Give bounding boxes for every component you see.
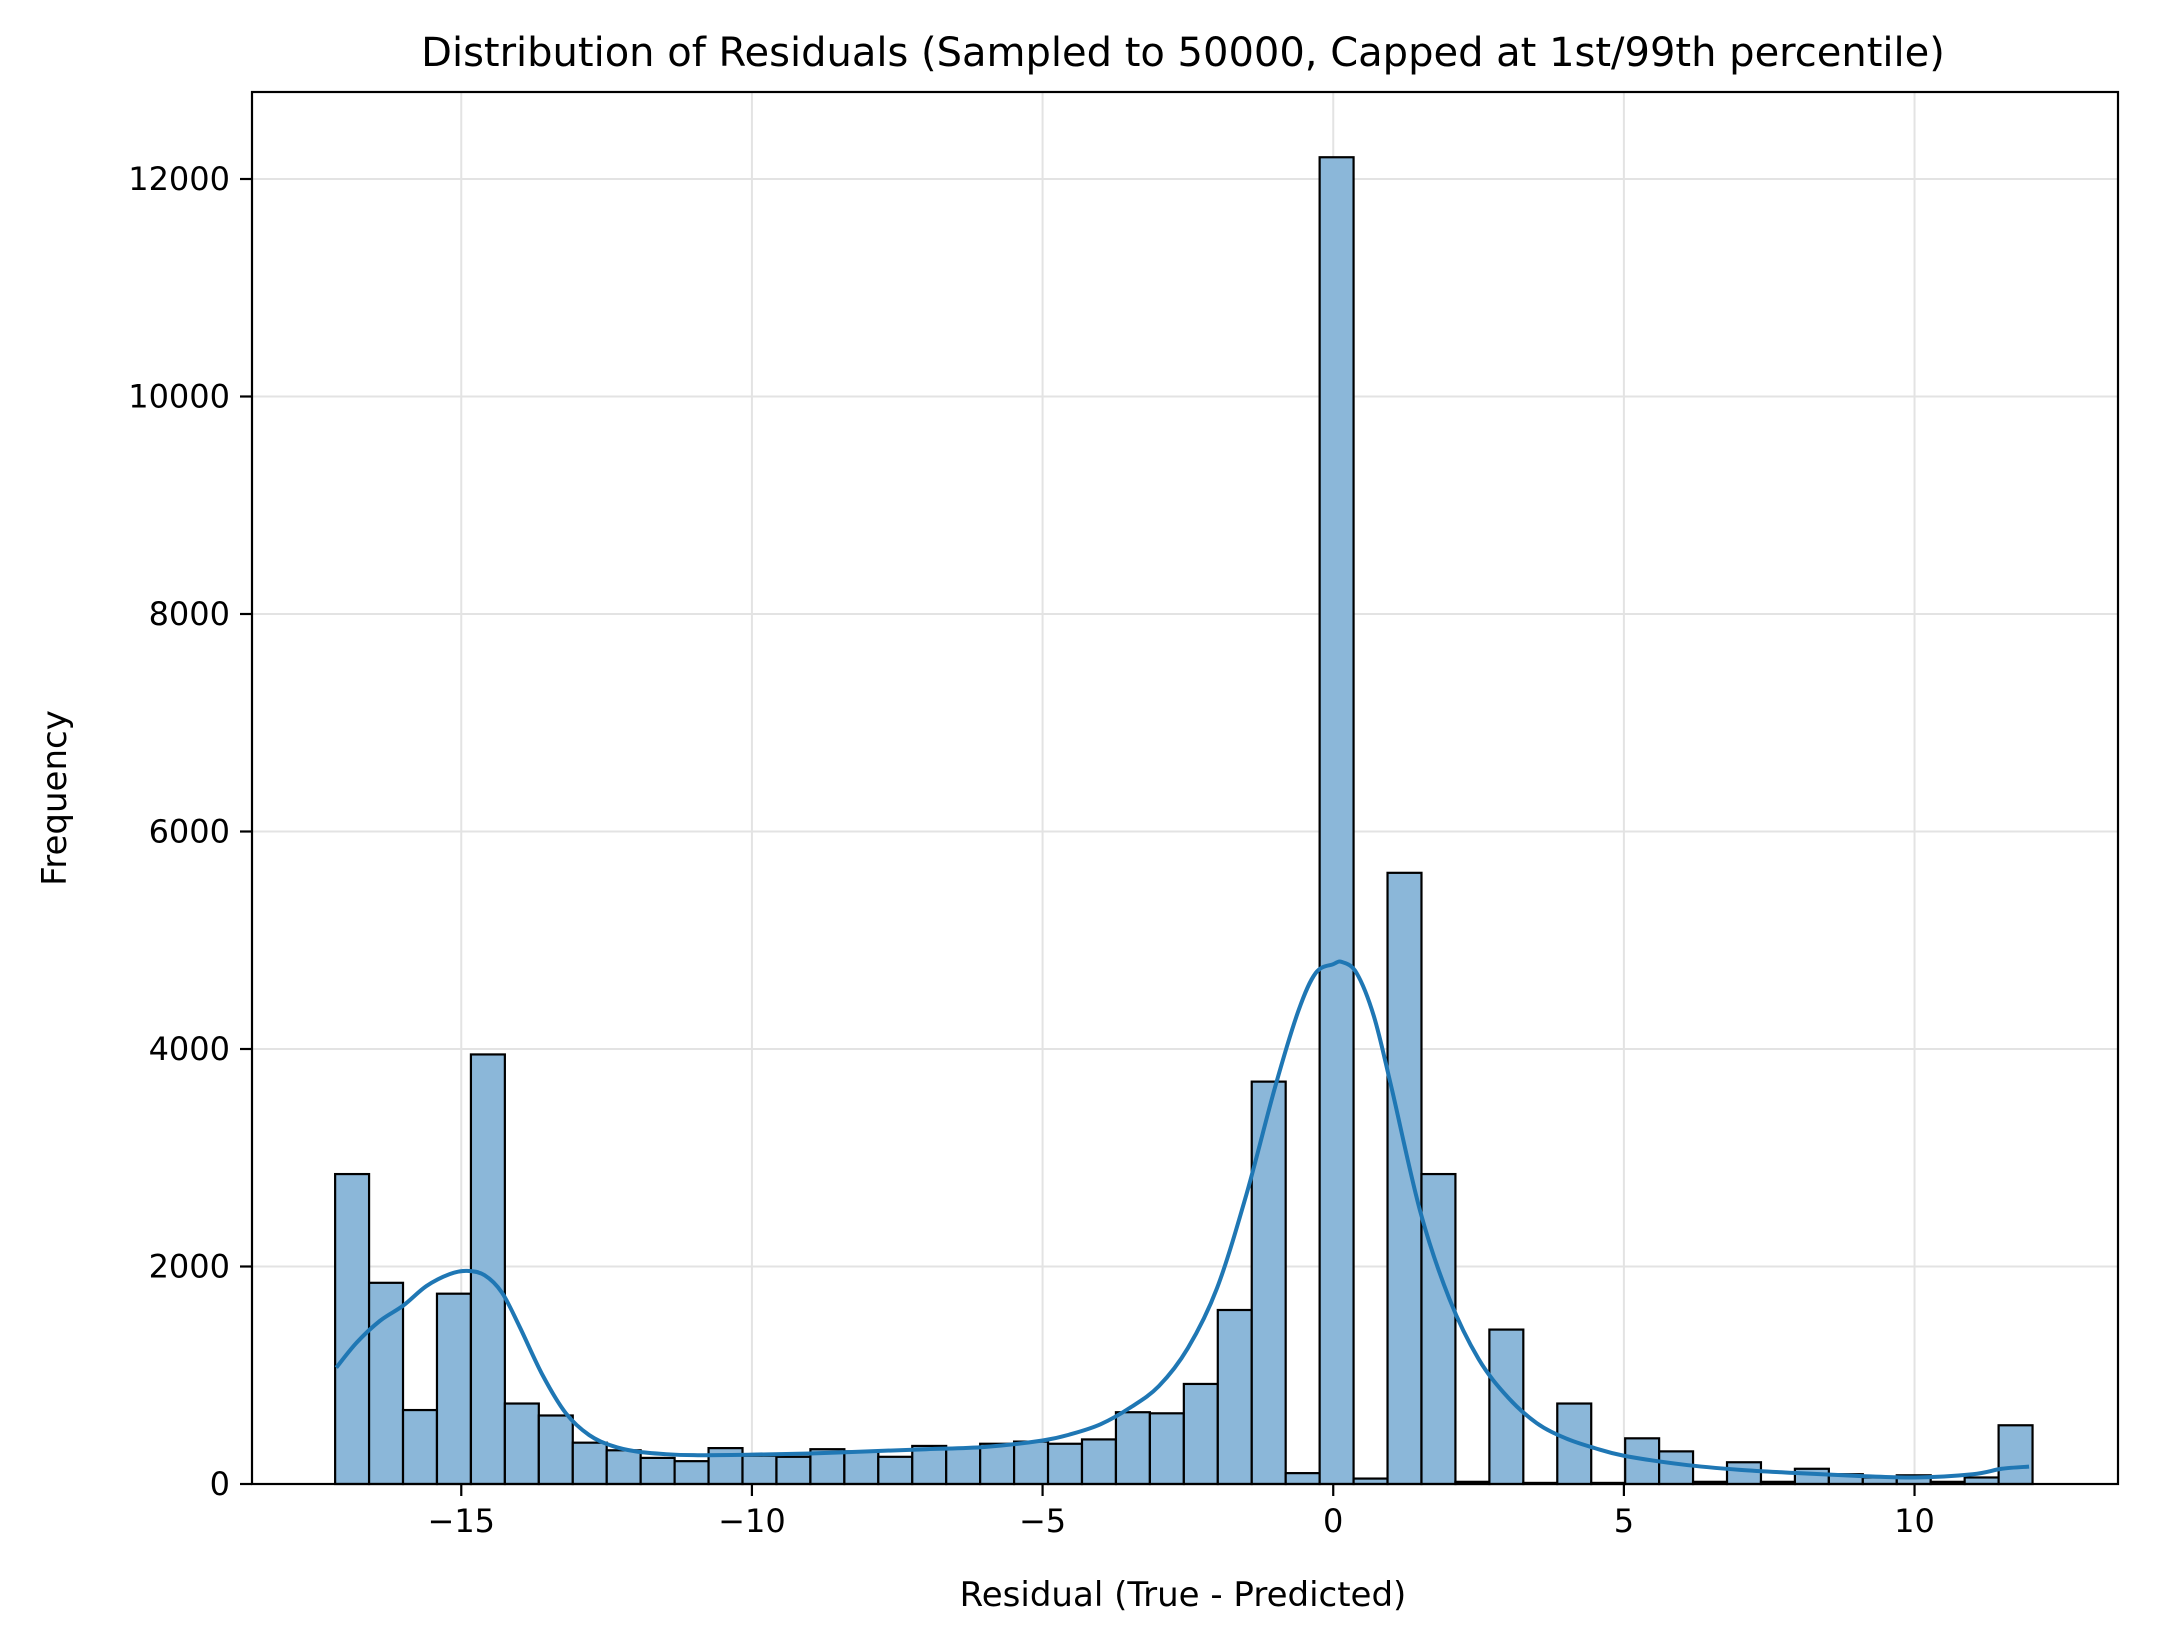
x-tick-label: −5 [1019,1502,1066,1540]
histogram-bar [741,1454,778,1486]
kde-curve [334,959,2030,1480]
histogram-bar [1182,1382,1219,1486]
x-tick-label: 10 [1894,1502,1935,1540]
histogram-bar [1386,871,1423,1486]
histogram-bar [911,1444,948,1486]
x-tick-label: −10 [718,1502,786,1540]
histogram-bar [605,1449,642,1486]
histogram-bar [503,1402,540,1486]
histogram-bar [1284,1472,1321,1486]
histogram-bar [775,1455,812,1486]
histogram-bar [1148,1412,1185,1486]
histogram-bar [1725,1461,1763,1486]
y-tick-label: 6000 [149,813,230,851]
y-tick-label: 2000 [149,1248,230,1286]
histogram-bar [1012,1440,1050,1486]
y-tick-label: 12000 [128,160,230,198]
histogram-bar [1080,1438,1118,1486]
y-tick-label: 8000 [149,595,230,633]
histogram-bar [1114,1411,1151,1486]
histogram-bar [334,1172,371,1486]
histogram-bar [435,1292,473,1486]
x-tick-label: 5 [1614,1502,1634,1540]
histogram-bar [1997,1424,2034,1486]
y-axis: 0 2000 4000 6000 8000 10000 12000 [128,160,252,1503]
histogram-bar [639,1456,676,1486]
y-tick-label: 10000 [128,378,230,416]
histogram-bar [1216,1308,1253,1486]
histogram-bar [1250,1080,1287,1486]
chart-title: Distribution of Residuals (Sampled to 50… [421,30,1945,76]
histogram-bar [1793,1467,1830,1486]
x-tick-label: 0 [1323,1502,1343,1540]
histogram-bar [1658,1450,1695,1486]
x-tick-label: −15 [428,1502,496,1540]
histogram-bar [469,1053,506,1486]
grid-layer [252,92,2118,1485]
histogram-bar [571,1441,608,1486]
histogram-bar [1420,1172,1457,1486]
histogram-bar [673,1460,710,1486]
histogram-bar [1318,156,1355,1486]
y-axis-label: Frequency [35,710,75,886]
histogram-bar [945,1447,982,1486]
histogram-bar [367,1281,405,1486]
x-axis: −15 −10 −5 0 5 10 [428,1484,1935,1540]
x-axis-label: Residual (True - Predicted) [960,1575,1407,1615]
histogram-bar [843,1450,880,1486]
histogram-bar [1046,1442,1084,1486]
histogram-bar [979,1442,1016,1486]
bars-layer [334,156,2034,1486]
y-tick-label: 4000 [149,1030,230,1068]
histogram-bar [401,1408,439,1486]
histogram-bar [877,1455,914,1486]
y-tick-label: 0 [210,1465,230,1503]
plot-frame [250,90,2120,1486]
histogram-bar [537,1414,574,1486]
